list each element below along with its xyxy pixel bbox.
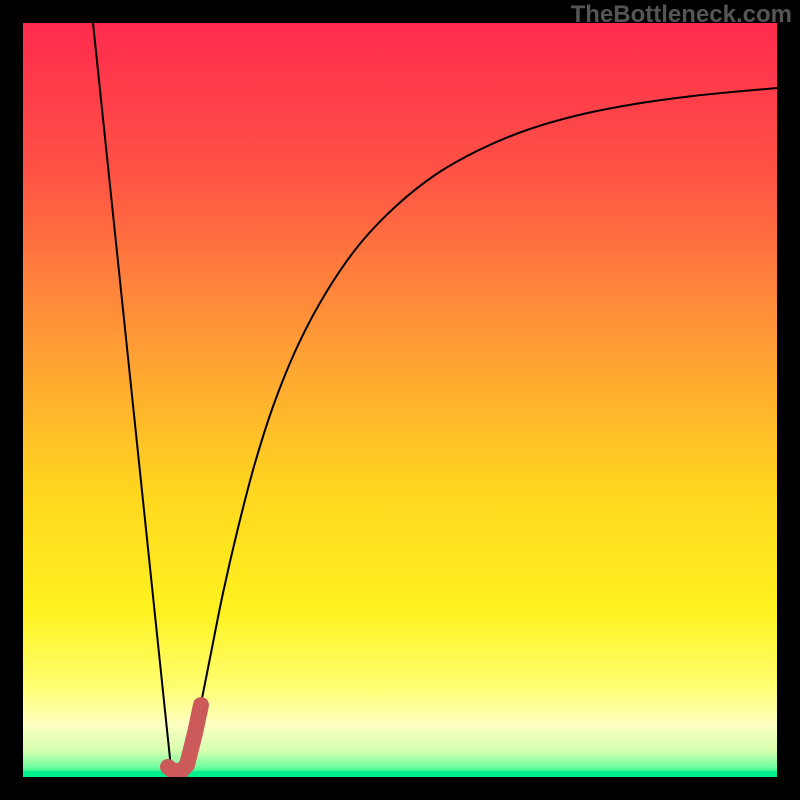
watermark-text: TheBottleneck.com <box>571 1 792 29</box>
v-curve-right-branch <box>182 88 777 768</box>
highlight-j-mark <box>168 705 201 771</box>
v-curve-left-branch <box>93 23 171 768</box>
curve-layer <box>23 23 777 777</box>
chart-container: TheBottleneck.com <box>0 0 800 800</box>
plot-area <box>23 23 777 777</box>
